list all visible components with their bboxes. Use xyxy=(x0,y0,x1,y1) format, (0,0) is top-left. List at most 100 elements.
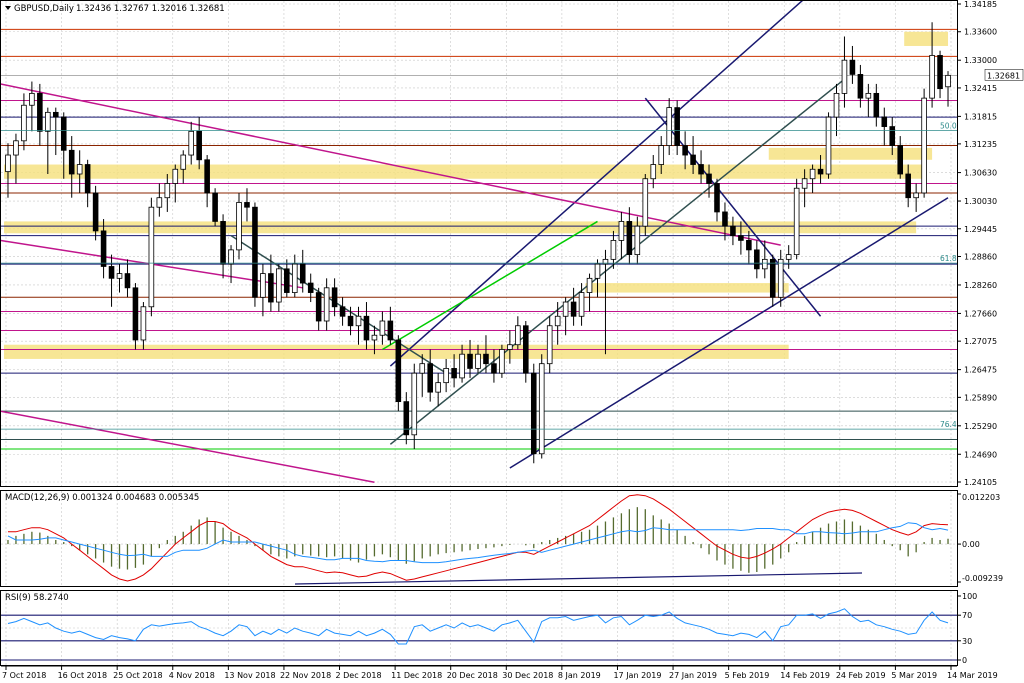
candle-body xyxy=(419,363,426,374)
candle-body xyxy=(100,230,107,267)
candle-body xyxy=(427,363,433,393)
rsi-axis: 100 70 30 0 xyxy=(957,592,977,665)
date-tick-label: 4 Nov 2018 xyxy=(169,671,215,680)
candle-body xyxy=(459,353,465,379)
candle-body xyxy=(841,59,848,94)
candle-body xyxy=(92,192,99,232)
candle-body xyxy=(849,59,856,75)
price-tick-label: 1.32415 xyxy=(964,84,997,93)
candle-body xyxy=(921,97,927,194)
collapse-arrow-icon[interactable] xyxy=(5,6,11,10)
candle-body xyxy=(323,287,330,322)
candle-body xyxy=(905,173,911,199)
candle-body xyxy=(45,111,51,132)
price-tick-label: 1.33600 xyxy=(964,28,997,37)
price-zone xyxy=(4,164,925,179)
chart-title: GBPUSD,Daily 1.32436 1.32767 1.32016 1.3… xyxy=(5,4,225,14)
candle-body xyxy=(395,339,402,403)
candle-body xyxy=(825,116,832,175)
price-panel[interactable]: 1.34185 1.33600 1.33000 1.32415 1.31815 1.312… xyxy=(0,0,1024,487)
rsi-panel[interactable]: 100 70 30 0 RSI(9) 58.2740 xyxy=(0,590,978,666)
candle-body xyxy=(339,306,346,317)
candle-body xyxy=(403,401,410,436)
candle-body xyxy=(538,363,545,455)
date-tick-label: 22 Nov 2018 xyxy=(280,671,331,680)
candle-body xyxy=(578,292,585,317)
candle-body xyxy=(140,306,147,341)
price-zone xyxy=(585,283,789,293)
fib-level-label: 61.8 xyxy=(940,254,957,263)
candle-body xyxy=(833,92,840,118)
candle-body xyxy=(618,221,625,241)
candle-body xyxy=(124,273,131,289)
date-tick-label: 17 Jan 2019 xyxy=(613,671,661,680)
candle-body xyxy=(307,282,314,293)
date-axis: 7 Oct 2018 16 Oct 2018 25 Oct 2018 4 Nov 20… xyxy=(1,665,998,680)
candle-body xyxy=(156,197,163,208)
date-tick-label: 30 Dec 2018 xyxy=(502,671,553,680)
date-tick-label: 24 Feb 2019 xyxy=(836,671,886,680)
candle-body xyxy=(937,55,943,90)
price-tick-label: 1.28860 xyxy=(964,253,997,262)
candle-body xyxy=(594,263,601,279)
trendline xyxy=(230,235,447,374)
candle-body xyxy=(610,239,617,260)
candle-body xyxy=(68,149,75,175)
macd-tick-label: -0.009239 xyxy=(962,574,1003,583)
price-zone xyxy=(4,221,917,234)
candle-body xyxy=(865,92,872,99)
candle-body xyxy=(5,154,11,173)
candle-body xyxy=(929,55,935,99)
candle-body xyxy=(857,74,864,99)
date-tick-label: 11 Dec 2018 xyxy=(391,671,442,680)
price-tick-label: 1.25890 xyxy=(964,393,997,402)
candle-body xyxy=(220,221,226,265)
candle-body xyxy=(769,258,776,298)
macd-axis: 0.012203 0.00 -0.009239 xyxy=(957,493,1003,583)
price-zone xyxy=(768,147,933,160)
candle-body xyxy=(84,164,91,194)
candle-body xyxy=(706,173,712,184)
candle-body xyxy=(108,266,115,279)
price-tick-label: 1.26475 xyxy=(964,366,997,375)
candle-body xyxy=(37,92,43,132)
candle-body xyxy=(762,258,768,270)
candle-body xyxy=(212,192,218,222)
candle-body xyxy=(315,292,322,322)
candle-body xyxy=(666,107,672,146)
support-resistance-zones xyxy=(4,31,949,359)
candle-body xyxy=(443,368,449,384)
candle-body xyxy=(411,372,418,436)
candle-body xyxy=(228,249,234,265)
rsi-line xyxy=(7,608,949,645)
price-zone xyxy=(904,31,949,46)
candle-body xyxy=(13,140,19,156)
date-tick-label: 27 Jan 2019 xyxy=(669,671,717,680)
candle-body xyxy=(60,116,67,151)
macd-histogram xyxy=(7,507,949,573)
candlestick-series xyxy=(5,22,951,464)
macd-panel[interactable]: 0.012203 0.00 -0.009239 MACD(12,26,9) 0.00… xyxy=(0,490,1004,587)
trendline xyxy=(389,78,845,445)
price-tick-label: 1.24105 xyxy=(964,478,997,487)
date-tick-label: 7 Oct 2018 xyxy=(2,671,46,680)
candle-body xyxy=(268,273,274,303)
candle-body xyxy=(355,315,362,327)
candle-body xyxy=(793,187,800,256)
candle-body xyxy=(172,168,179,184)
candle-body xyxy=(530,372,537,455)
candle-body xyxy=(586,277,593,293)
candle-body xyxy=(244,202,250,208)
trendlines xyxy=(0,0,949,483)
macd-signal-line xyxy=(8,494,949,582)
candle-body xyxy=(698,164,704,175)
macd-tick-label: 0.00 xyxy=(962,540,980,549)
price-tick-label: 1.25290 xyxy=(964,422,997,431)
ohlc-readout: 1.32436 1.32767 1.32016 1.32681 xyxy=(76,4,225,14)
candle-body xyxy=(491,363,497,374)
price-tick-label: 1.31235 xyxy=(964,140,997,149)
candle-body xyxy=(562,301,569,317)
candle-body xyxy=(435,382,441,393)
candle-body xyxy=(817,168,824,175)
